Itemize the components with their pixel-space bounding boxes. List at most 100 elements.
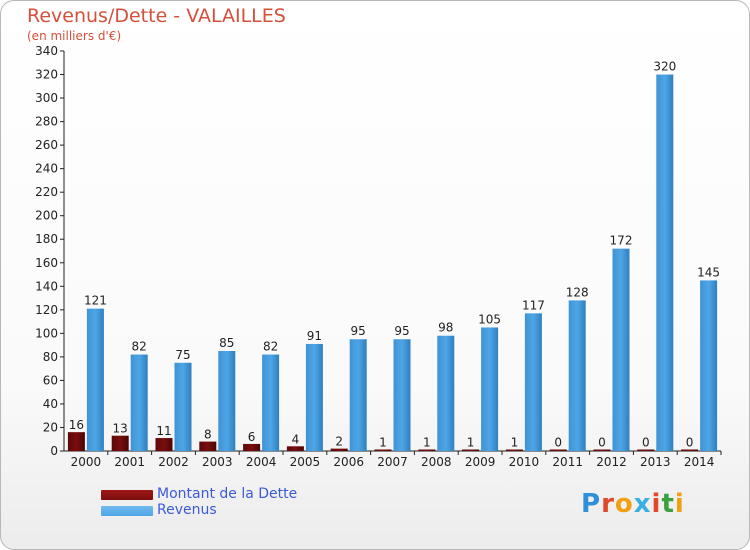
y-tick-label: 300 — [35, 91, 58, 105]
y-tick-label: 220 — [35, 185, 58, 199]
debt-value-label: 13 — [113, 422, 128, 436]
debt-value-label: 1 — [379, 436, 387, 450]
revenue-value-label: 320 — [653, 60, 676, 74]
revenue-bar — [130, 354, 148, 451]
y-tick-label: 40 — [43, 397, 58, 411]
logo-letter: t — [661, 489, 675, 519]
debt-value-label: 1 — [467, 436, 475, 450]
revenue-value-label: 105 — [478, 312, 501, 326]
debt-bar — [155, 438, 173, 451]
logo-letter: i — [651, 489, 662, 519]
revenue-bar — [700, 280, 718, 451]
logo-letter: o — [614, 489, 634, 519]
y-tick-label: 100 — [35, 326, 58, 340]
x-tick-label: 2013 — [640, 455, 671, 469]
chart-title: Revenus/Dette - VALAILLES — [27, 5, 286, 27]
debt-bar — [593, 449, 611, 451]
x-tick-label: 2003 — [202, 455, 233, 469]
debt-bar — [505, 449, 523, 451]
debt-value-label: 1 — [511, 436, 519, 450]
y-tick-label: 80 — [43, 350, 58, 364]
revenue-value-label: 91 — [307, 329, 322, 343]
debt-value-label: 11 — [156, 424, 171, 438]
revenue-bar — [568, 300, 586, 451]
revenue-value-label: 117 — [522, 298, 545, 312]
x-tick-label: 2004 — [246, 455, 277, 469]
debt-bar — [549, 449, 567, 451]
y-tick-label: 160 — [35, 256, 58, 270]
x-tick-label: 2008 — [421, 455, 452, 469]
y-tick-label: 0 — [50, 444, 58, 458]
revenue-value-label: 121 — [84, 294, 107, 308]
debt-value-label: 0 — [642, 436, 650, 450]
debt-bar — [286, 446, 304, 451]
debt-value-label: 6 — [248, 430, 256, 444]
revenue-bar — [218, 351, 236, 451]
x-tick-label: 2005 — [290, 455, 321, 469]
debt-value-label: 8 — [204, 428, 212, 442]
debt-value-label: 16 — [69, 418, 84, 432]
debt-bar — [330, 448, 348, 451]
y-tick-label: 180 — [35, 232, 58, 246]
x-tick-label: 2014 — [684, 455, 715, 469]
debt-bar — [681, 449, 699, 451]
x-tick-label: 2000 — [71, 455, 102, 469]
revenue-bar — [612, 248, 630, 451]
y-tick-label: 260 — [35, 138, 58, 152]
x-tick-label: 2009 — [465, 455, 496, 469]
y-tick-label: 320 — [35, 68, 58, 82]
revenue-bar — [262, 354, 280, 451]
logo-letter: i — [674, 489, 685, 519]
logo-letter: P — [581, 489, 602, 519]
debt-bar — [374, 449, 392, 451]
debt-bar — [418, 449, 436, 451]
x-tick-label: 2001 — [114, 455, 145, 469]
revenue-bar — [481, 327, 499, 451]
x-tick-label: 2011 — [552, 455, 583, 469]
x-tick-label: 2002 — [158, 455, 189, 469]
x-tick-label: 2007 — [377, 455, 408, 469]
legend-swatch-debt — [101, 490, 153, 500]
y-tick-label: 280 — [35, 115, 58, 129]
revenue-value-label: 98 — [438, 321, 453, 335]
revenue-value-label: 82 — [132, 340, 147, 354]
revenue-bar — [656, 74, 674, 451]
revenue-bar — [524, 313, 542, 451]
y-tick-label: 120 — [35, 303, 58, 317]
logo-letter: x — [633, 489, 652, 519]
debt-bar — [67, 432, 85, 451]
debt-value-label: 0 — [554, 436, 562, 450]
revenue-value-label: 85 — [219, 336, 234, 350]
debt-bar — [111, 435, 129, 451]
debt-value-label: 2 — [335, 435, 343, 449]
debt-bar — [462, 449, 480, 451]
revenue-bar — [349, 339, 367, 451]
revenue-value-label: 82 — [263, 340, 278, 354]
y-tick-label: 340 — [35, 44, 58, 58]
x-tick-label: 2006 — [333, 455, 364, 469]
legend-label-revenue: Revenus — [157, 502, 217, 518]
revenue-bar — [393, 339, 411, 451]
debt-bar — [637, 449, 655, 451]
x-tick-label: 2012 — [596, 455, 627, 469]
revenue-bar — [305, 343, 323, 451]
debt-bar — [199, 441, 217, 451]
y-tick-label: 20 — [43, 420, 58, 434]
revenue-bar — [174, 362, 192, 451]
legend-swatch-revenue — [101, 506, 153, 516]
proxiti-logo: Proxiti — [581, 489, 685, 519]
revenue-value-label: 95 — [351, 324, 366, 338]
debt-value-label: 1 — [423, 436, 431, 450]
revenue-value-label: 95 — [394, 324, 409, 338]
debt-value-label: 0 — [686, 436, 694, 450]
logo-letter: r — [601, 489, 615, 519]
revenue-value-label: 145 — [697, 265, 720, 279]
revenue-bar — [437, 335, 455, 451]
debt-value-label: 4 — [292, 432, 300, 446]
y-tick-label: 140 — [35, 279, 58, 293]
y-tick-label: 200 — [35, 209, 58, 223]
x-tick-label: 2010 — [509, 455, 540, 469]
debt-bar — [243, 443, 261, 451]
